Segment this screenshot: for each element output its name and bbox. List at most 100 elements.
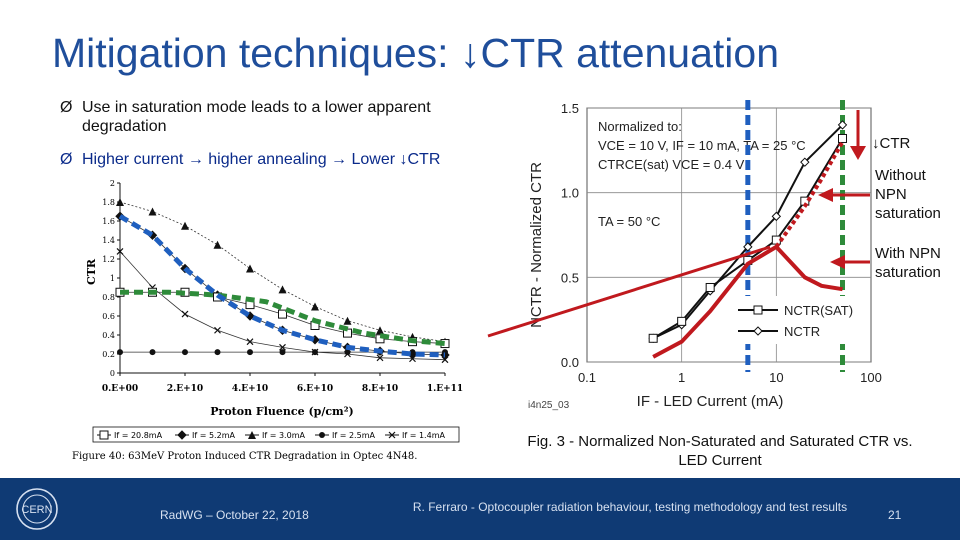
right-data-point [800, 157, 810, 167]
callout-link-line [487, 245, 771, 338]
right-annotation-heading: Normalized to: [598, 119, 682, 134]
left-data-point [442, 349, 448, 356]
left-legend-marker [388, 431, 396, 439]
left-data-point [409, 349, 416, 356]
right-chart: 0.0 0.5 1.0 1.5 0.1 1 10 100 NCTR - Normalized C… [487, 100, 941, 469]
left-data-point [246, 264, 254, 273]
left-overlay-dashed-line [120, 289, 446, 347]
charts-canvas: 0 0.2 0.4 0.6 0.8 1 1.2 1.4 1.6 1.8 2 0.E+00 2.E+10 4… [72, 100, 941, 469]
bullet-saturation: Ø Use in saturation mode leads to a lowe… [60, 98, 500, 136]
left-data-point [311, 302, 319, 311]
right-x-tick-label: 100 [860, 370, 882, 385]
left-data-point [312, 349, 318, 356]
left-y-tick-label: 1.2 [102, 255, 115, 264]
right-x-tick-label: 1 [678, 370, 685, 385]
left-y-tick-label: 1.6 [102, 217, 115, 226]
left-x-tick-label: 6.E+10 [297, 384, 333, 394]
left-data-point [182, 349, 188, 356]
left-legend-marker [248, 431, 256, 439]
right-annotation-line2: CTRCE(sat) VCE = 0.4 V [598, 157, 745, 172]
bullet-text: Use in saturation mode leads to a lower … [82, 99, 431, 135]
right-figure-code: i4n25_03 [528, 400, 570, 411]
left-data-point [148, 207, 157, 216]
right-legend-label: NCTR [784, 324, 820, 339]
left-x-tick-label: 0.E+00 [102, 384, 138, 394]
right-annotation-line1: VCE = 10 V, IF = 10 mA, TA = 25 °C [598, 138, 806, 153]
left-data-point [181, 310, 189, 318]
left-legend-marker [177, 430, 187, 440]
right-data-point [743, 242, 753, 252]
left-legend-label: If = 3.0mA [262, 431, 305, 440]
right-data-point [771, 211, 782, 222]
right-y-tick-label: 1.5 [561, 101, 579, 116]
left-y-tick-label: 0 [110, 369, 115, 378]
left-y-tick-label: 0.6 [102, 312, 115, 321]
right-caption: Fig. 3 - Normalized Non-Saturated and Sa… [527, 433, 912, 469]
left-data-point [409, 355, 416, 363]
left-x-axis-label: Proton Fluence (p/cm²) [210, 405, 353, 418]
callout-with-saturation: With NPN saturation [875, 245, 941, 281]
footer-citation: R. Ferraro - Optocoupler radiation behav… [412, 500, 848, 514]
svg-text:CERN: CERN [21, 504, 52, 516]
right-data-point [648, 333, 658, 343]
right-legend-box [730, 296, 864, 344]
right-y-tick-label: 0.5 [561, 270, 579, 285]
left-data-point [441, 356, 449, 364]
left-x-tick-label: 8.E+10 [362, 384, 398, 394]
left-legend-label: If = 1.4mA [402, 431, 445, 440]
left-data-point [247, 349, 253, 356]
left-series-line [119, 251, 446, 361]
footer-date: RadWG – October 22, 2018 [160, 508, 309, 522]
left-data-point [375, 334, 385, 344]
left-legend-label: If = 2.5mA [332, 431, 375, 440]
right-data-point [677, 316, 687, 326]
right-x-tick-label: 0.1 [578, 370, 596, 385]
left-data-point [214, 326, 221, 334]
footer-bar: CERN RadWG – October 22, 2018 R. Ferraro… [0, 478, 960, 540]
cern-logo-icon: CERN [16, 488, 58, 530]
bullet-annealing: Ø Higher current → higher annealing → Lo… [60, 150, 530, 169]
left-chart: 0 0.2 0.4 0.6 0.8 1 1.2 1.4 1.6 1.8 2 0.E+00 2.E+10 4… [72, 179, 463, 462]
left-y-tick-label: 1.8 [102, 198, 115, 207]
left-data-point [278, 285, 287, 294]
left-data-point [117, 349, 123, 356]
left-data-point [343, 316, 352, 325]
left-y-tick-label: 1.4 [102, 236, 115, 245]
left-data-point [213, 240, 222, 249]
page-title: Mitigation techniques: ↓CTR attenuation [52, 30, 780, 76]
bullet-arrow-icon: Ø [60, 151, 73, 168]
left-x-tick-label: 1.E+11 [427, 384, 463, 394]
left-legend-marker [319, 432, 325, 438]
left-overlay-dashed-line [118, 214, 446, 358]
left-data-point [181, 221, 189, 230]
right-annotation-temp: TA = 50 °C [598, 214, 660, 229]
left-y-tick-label: 2 [110, 179, 115, 188]
bullet-text: Higher current → higher annealing → Lowe… [82, 151, 441, 168]
left-data-point [376, 354, 384, 362]
left-series-line [119, 201, 446, 343]
left-y-tick-label: 0.8 [102, 293, 115, 302]
callout-with-arrowhead-icon [830, 255, 845, 269]
bullet-arrow-icon: Ø [60, 99, 73, 116]
right-x-axis-label: IF - LED Current (mA) [637, 393, 784, 410]
right-x-tick-label: 10 [769, 370, 783, 385]
left-legend-marker [99, 430, 109, 440]
left-y-tick-label: 0.4 [102, 331, 115, 340]
right-legend-label: NCTR(SAT) [784, 303, 853, 318]
left-legend-box [92, 426, 460, 443]
page-number: 21 [888, 508, 902, 522]
right-data-point [705, 282, 715, 292]
left-data-point [279, 349, 286, 356]
callout-without-arrowhead-icon [818, 188, 833, 202]
right-y-tick-label: 1.0 [561, 186, 579, 201]
right-y-tick-label: 0.0 [561, 355, 579, 370]
left-x-tick-label: 2.E+10 [167, 384, 203, 394]
left-y-axis-label: CTR [85, 258, 98, 285]
right-data-point [837, 120, 848, 130]
left-data-point [246, 338, 254, 346]
left-data-point [279, 343, 286, 351]
left-data-point [149, 349, 156, 356]
left-y-tick-label: 1 [110, 274, 115, 283]
left-legend-label: If = 5.2mA [192, 431, 235, 440]
right-overlay-solid-line [652, 244, 843, 359]
